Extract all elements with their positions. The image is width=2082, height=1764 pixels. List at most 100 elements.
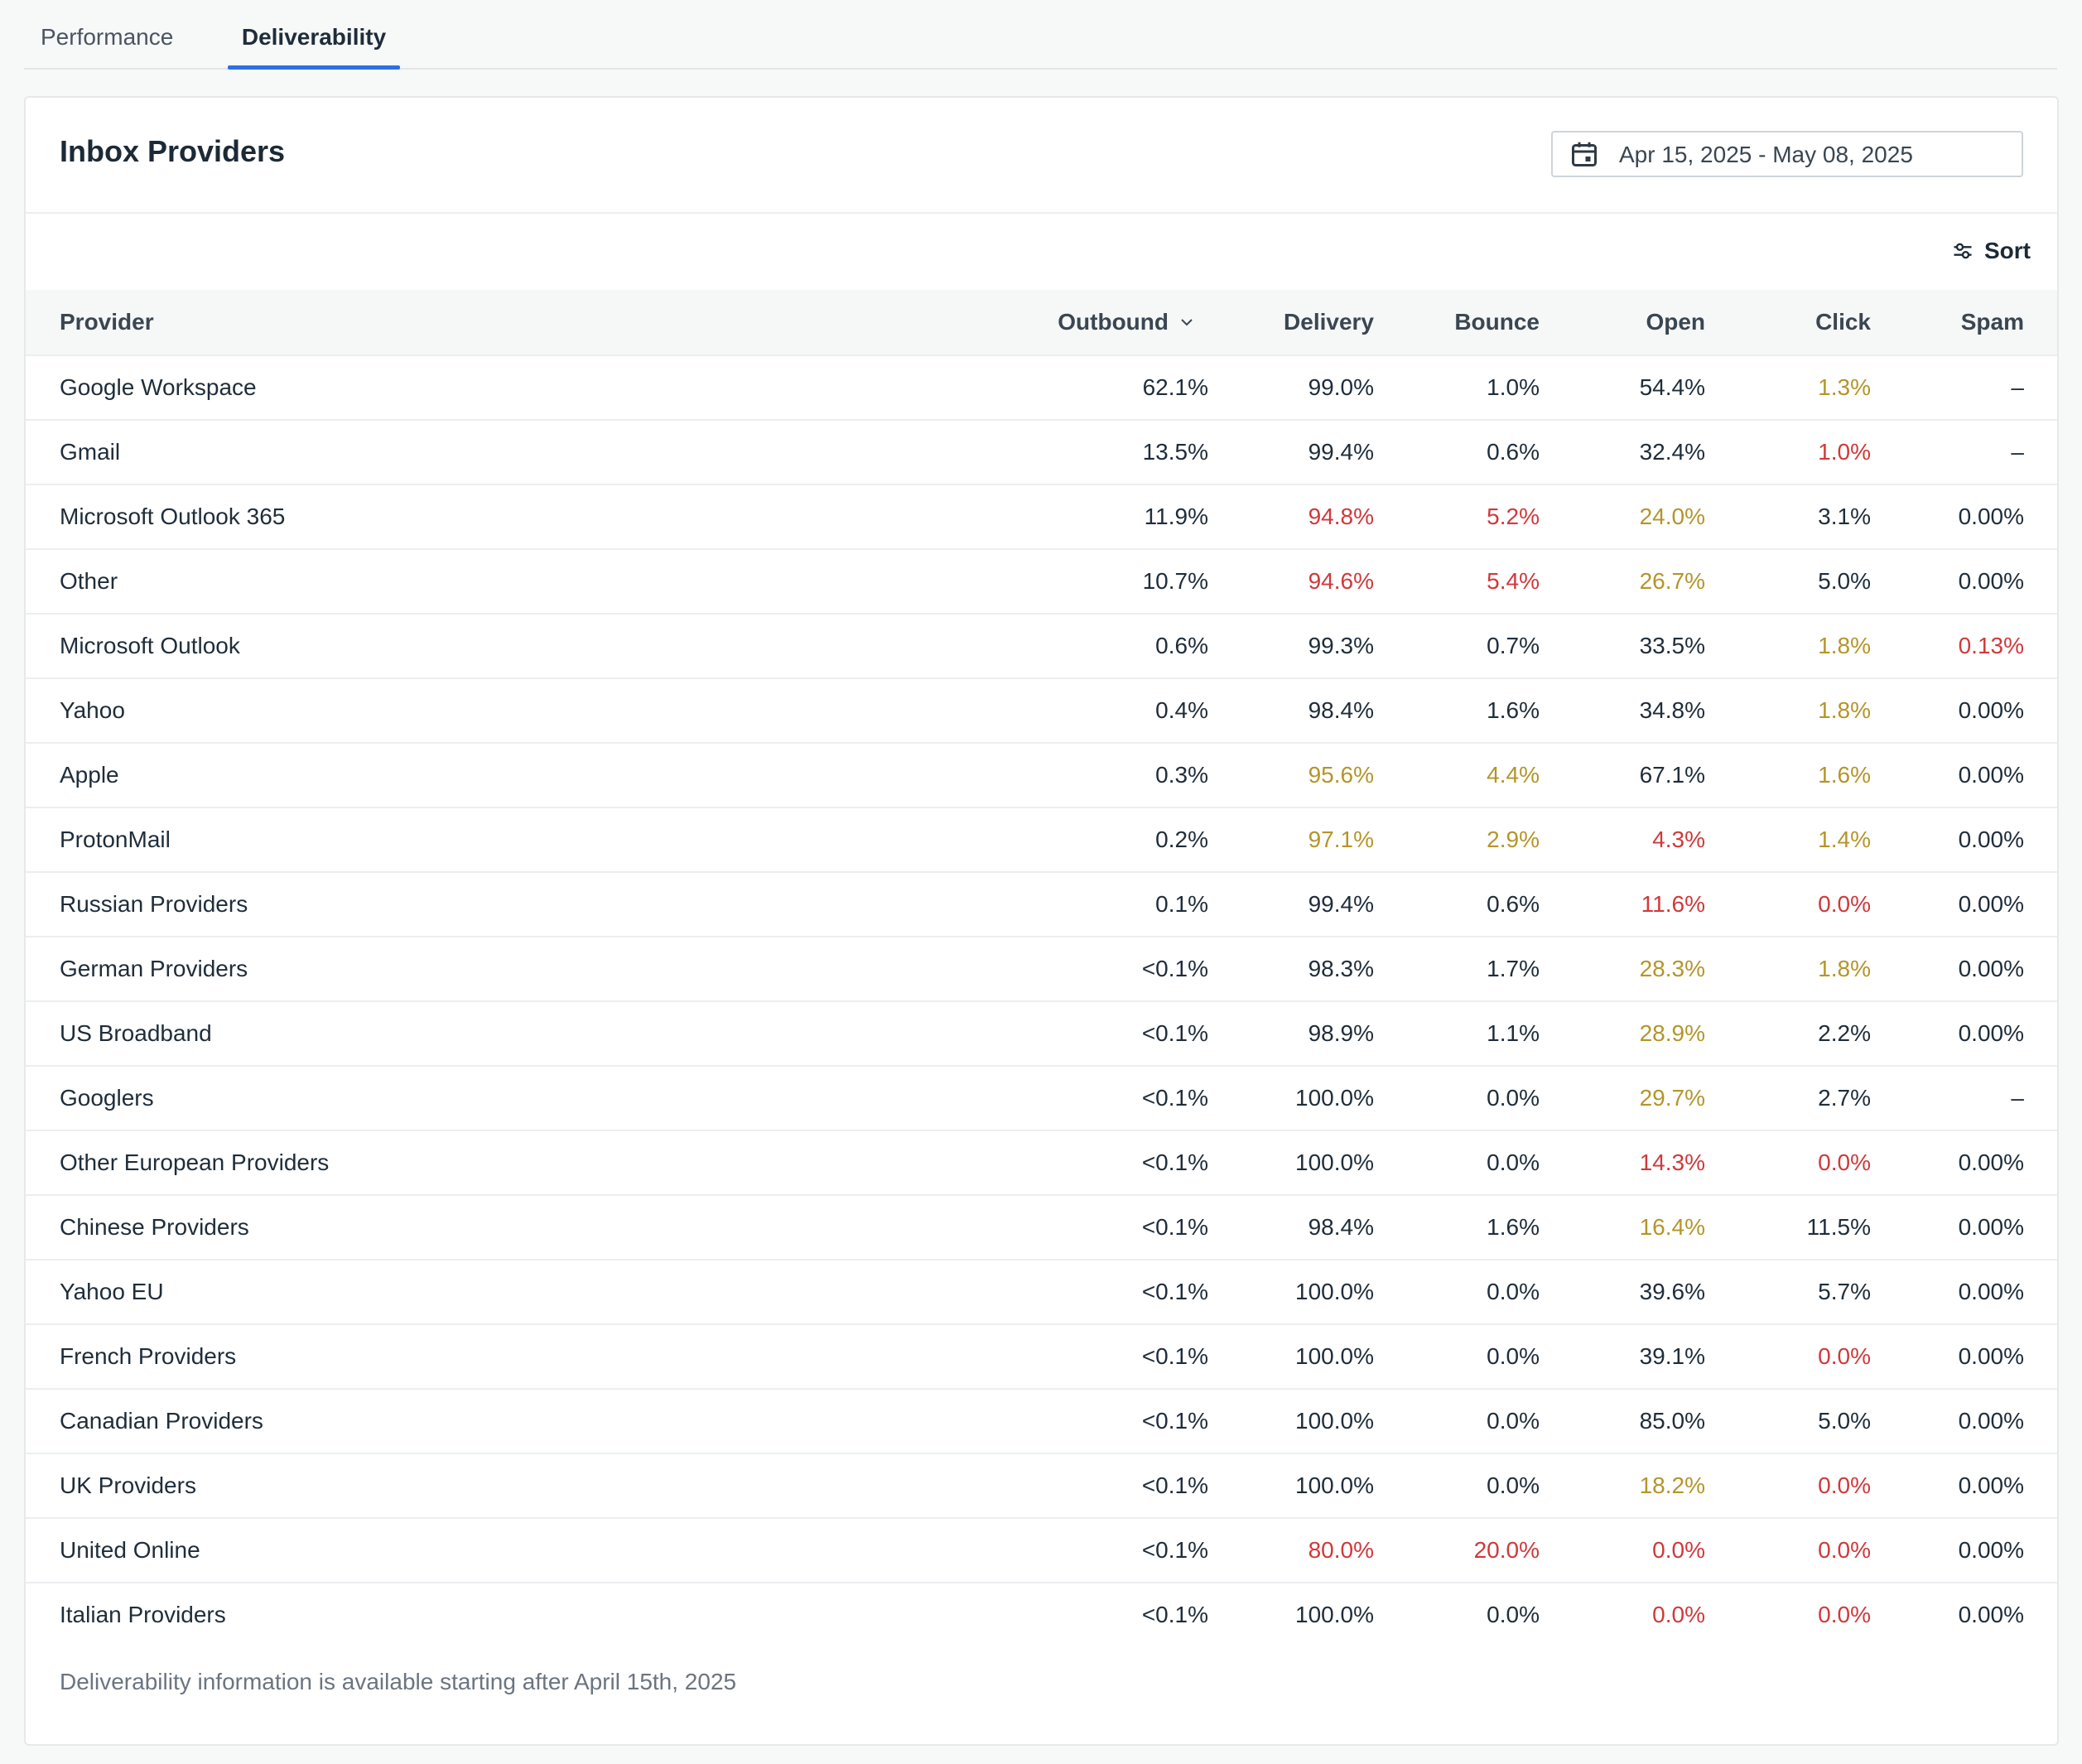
- tab-performance[interactable]: Performance: [41, 24, 174, 50]
- cell-spam: 0.00%: [1871, 1194, 2057, 1260]
- column-header-click[interactable]: Click: [1705, 290, 1871, 355]
- cell-bounce: 1.6%: [1374, 677, 1540, 743]
- table-row[interactable]: Yahoo EU <0.1% 100.0% 0.0% 39.6% 5.7% 0.00%: [26, 1259, 2057, 1324]
- cell-delivery: 100.0%: [1208, 1582, 1374, 1646]
- cell-spam: 0.00%: [1871, 484, 2057, 549]
- cell-provider: Googlers: [26, 1065, 854, 1130]
- cell-delivery: 100.0%: [1208, 1259, 1374, 1324]
- tab-deliverability[interactable]: Deliverability: [228, 0, 400, 70]
- table-row[interactable]: German Providers <0.1% 98.3% 1.7% 28.3% 1.8% 0…: [26, 936, 2057, 1001]
- table-row[interactable]: Google Workspace 62.1% 99.0% 1.0% 54.4% 1.3% –: [26, 354, 2057, 420]
- cell-delivery: 99.4%: [1208, 871, 1374, 937]
- card-header: Inbox Providers Apr 15, 2025 - May 08, 2…: [26, 98, 2057, 214]
- cell-provider: Microsoft Outlook: [26, 613, 854, 678]
- cell-delivery: 100.0%: [1208, 1453, 1374, 1518]
- table-row[interactable]: Microsoft Outlook 365 11.9% 94.8% 5.2% 24.0%…: [26, 484, 2057, 549]
- cell-spam: 0.00%: [1871, 742, 2057, 807]
- table-row[interactable]: Other 10.7% 94.6% 5.4% 26.7% 5.0% 0.00%: [26, 548, 2057, 614]
- sliders-icon: [1954, 243, 1972, 259]
- cell-bounce: 0.0%: [1374, 1065, 1540, 1130]
- table-row[interactable]: French Providers <0.1% 100.0% 0.0% 39.1% 0.0%…: [26, 1323, 2057, 1389]
- cell-bounce: 0.0%: [1374, 1388, 1540, 1453]
- cell-outbound: 10.7%: [854, 548, 1208, 614]
- table-row[interactable]: Other European Providers <0.1% 100.0% 0.0% 1…: [26, 1130, 2057, 1195]
- sort-button[interactable]: Sort: [1951, 232, 2031, 270]
- table-row[interactable]: Googlers <0.1% 100.0% 0.0% 29.7% 2.7% –: [26, 1065, 2057, 1130]
- cell-provider: Gmail: [26, 419, 854, 484]
- cell-spam: –: [1871, 354, 2057, 420]
- cell-provider: US Broadband: [26, 1000, 854, 1066]
- table-row[interactable]: UK Providers <0.1% 100.0% 0.0% 18.2% 0.0% 0.00…: [26, 1453, 2057, 1518]
- table-body: Google Workspace 62.1% 99.0% 1.0% 54.4% 1.3% –…: [26, 354, 2057, 1646]
- cell-provider: French Providers: [26, 1323, 854, 1389]
- column-header-open[interactable]: Open: [1540, 290, 1705, 355]
- cell-outbound: <0.1%: [854, 1259, 1208, 1324]
- table-row[interactable]: Microsoft Outlook 0.6% 99.3% 0.7% 33.5% 1.8% 0…: [26, 613, 2057, 678]
- cell-delivery: 99.4%: [1208, 419, 1374, 484]
- cell-provider: Italian Providers: [26, 1582, 854, 1646]
- column-header-provider[interactable]: Provider: [26, 290, 854, 355]
- cell-outbound: <0.1%: [854, 1130, 1208, 1195]
- cell-open: 26.7%: [1540, 548, 1705, 614]
- table-row[interactable]: Italian Providers <0.1% 100.0% 0.0% 0.0% 0.0%…: [26, 1582, 2057, 1646]
- cell-spam: 0.00%: [1871, 1517, 2057, 1583]
- cell-open: 28.9%: [1540, 1000, 1705, 1066]
- table-row[interactable]: Yahoo 0.4% 98.4% 1.6% 34.8% 1.8% 0.00%: [26, 677, 2057, 743]
- table-row[interactable]: US Broadband <0.1% 98.9% 1.1% 28.9% 2.2% 0.00%: [26, 1000, 2057, 1066]
- cell-open: 39.1%: [1540, 1323, 1705, 1389]
- cell-open: 32.4%: [1540, 419, 1705, 484]
- date-range-picker[interactable]: Apr 15, 2025 - May 08, 2025: [1551, 131, 2023, 177]
- cell-spam: 0.00%: [1871, 1130, 2057, 1195]
- table-row[interactable]: Gmail 13.5% 99.4% 0.6% 32.4% 1.0% –: [26, 419, 2057, 484]
- table-row[interactable]: Canadian Providers <0.1% 100.0% 0.0% 85.0% 5.…: [26, 1388, 2057, 1453]
- cell-bounce: 0.0%: [1374, 1323, 1540, 1389]
- cell-delivery: 100.0%: [1208, 1130, 1374, 1195]
- cell-provider: Russian Providers: [26, 871, 854, 937]
- column-header-outbound-label: Outbound: [1058, 309, 1169, 335]
- cell-open: 34.8%: [1540, 677, 1705, 743]
- providers-table: Provider Outbound Delivery Bounce Open C…: [26, 290, 2057, 1646]
- cell-provider: Google Workspace: [26, 354, 854, 420]
- cell-delivery: 94.8%: [1208, 484, 1374, 549]
- cell-provider: Chinese Providers: [26, 1194, 854, 1260]
- cell-spam: 0.00%: [1871, 807, 2057, 872]
- cell-provider: Yahoo EU: [26, 1259, 854, 1324]
- cell-outbound: 0.2%: [854, 807, 1208, 872]
- cell-click: 11.5%: [1705, 1194, 1871, 1260]
- cell-bounce: 0.0%: [1374, 1582, 1540, 1646]
- cell-click: 5.7%: [1705, 1259, 1871, 1324]
- cell-spam: 0.00%: [1871, 1388, 2057, 1453]
- cell-delivery: 99.0%: [1208, 354, 1374, 420]
- cell-click: 1.3%: [1705, 354, 1871, 420]
- cell-provider: Canadian Providers: [26, 1388, 854, 1453]
- cell-bounce: 1.0%: [1374, 354, 1540, 420]
- column-header-spam[interactable]: Spam: [1871, 290, 2057, 355]
- cell-provider: United Online: [26, 1517, 854, 1583]
- table-row[interactable]: ProtonMail 0.2% 97.1% 2.9% 4.3% 1.4% 0.00%: [26, 807, 2057, 872]
- cell-outbound: <0.1%: [854, 1582, 1208, 1646]
- cell-click: 1.8%: [1705, 613, 1871, 678]
- cell-open: 0.0%: [1540, 1517, 1705, 1583]
- cell-bounce: 5.2%: [1374, 484, 1540, 549]
- cell-open: 18.2%: [1540, 1453, 1705, 1518]
- table-row[interactable]: Russian Providers 0.1% 99.4% 0.6% 11.6% 0.0% 0…: [26, 871, 2057, 937]
- cell-delivery: 97.1%: [1208, 807, 1374, 872]
- table-row[interactable]: United Online <0.1% 80.0% 20.0% 0.0% 0.0% 0.00…: [26, 1517, 2057, 1583]
- cell-provider: German Providers: [26, 936, 854, 1001]
- column-header-outbound[interactable]: Outbound: [854, 290, 1208, 355]
- column-header-delivery[interactable]: Delivery: [1208, 290, 1374, 355]
- cell-outbound: 62.1%: [854, 354, 1208, 420]
- cell-bounce: 0.7%: [1374, 613, 1540, 678]
- cell-open: 24.0%: [1540, 484, 1705, 549]
- cell-open: 85.0%: [1540, 1388, 1705, 1453]
- cell-click: 5.0%: [1705, 1388, 1871, 1453]
- cell-delivery: 94.6%: [1208, 548, 1374, 614]
- cell-delivery: 98.4%: [1208, 1194, 1374, 1260]
- cell-click: 3.1%: [1705, 484, 1871, 549]
- deliverability-footnote: Deliverability information is available …: [60, 1669, 737, 1694]
- table-row[interactable]: Apple 0.3% 95.6% 4.4% 67.1% 1.6% 0.00%: [26, 742, 2057, 807]
- column-header-bounce[interactable]: Bounce: [1374, 290, 1540, 355]
- cell-open: 29.7%: [1540, 1065, 1705, 1130]
- table-row[interactable]: Chinese Providers <0.1% 98.4% 1.6% 16.4% 11.5…: [26, 1194, 2057, 1260]
- calendar-icon: [1572, 142, 1597, 166]
